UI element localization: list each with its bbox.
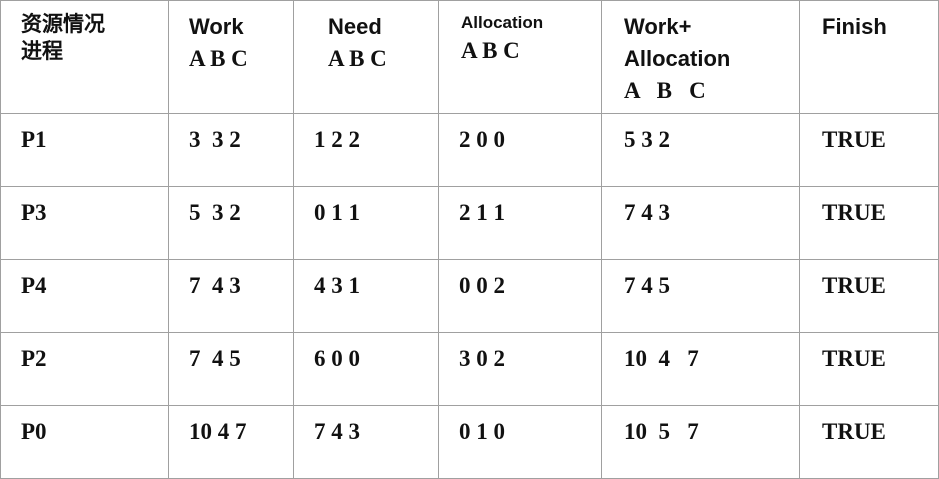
data-cell: 7 4 3 [601,186,800,260]
cell-text: P0 [21,419,47,444]
cell-text: TRUE [822,200,886,225]
cell-text: 3 0 2 [459,346,505,371]
data-cell: 0 1 0 [438,405,602,479]
cell-text: 5 3 2 [189,200,241,225]
cell-text: P1 [21,127,47,152]
data-cell: 2 1 1 [438,186,602,260]
header-text: 资源情况 [21,12,105,36]
cell-text: 10 5 7 [624,419,699,444]
cell-text: 6 0 0 [314,346,360,371]
data-cell: TRUE [799,405,939,479]
header-text: Finish [822,14,887,39]
data-cell: 2 0 0 [438,113,602,187]
data-row: P2 7 4 5 6 0 0 3 0 2 10 4 7 TRUE [0,332,939,406]
header-cell: Need A B C [293,0,439,114]
data-cell: 3 3 2 [168,113,294,187]
data-cell: 0 0 2 [438,259,602,333]
cell-text: TRUE [822,273,886,298]
header-text: A B C [189,46,248,71]
data-cell: 3 0 2 [438,332,602,406]
cell-text: 10 4 7 [189,419,247,444]
data-cell: 10 4 7 [601,332,800,406]
data-cell: TRUE [799,259,939,333]
cell-text: P2 [21,346,47,371]
cell-text: 3 3 2 [189,127,241,152]
data-cell: P3 [0,186,169,260]
cell-text: P4 [21,273,47,298]
data-cell: 6 0 0 [293,332,439,406]
header-text: Allocation [624,46,731,71]
data-cell: P1 [0,113,169,187]
cell-text: 2 1 1 [459,200,505,225]
cell-text: P3 [21,200,47,225]
header-text: Work+ [624,14,692,39]
header-cell: Work+ Allocation A B C [601,0,800,114]
header-text: A B C [461,38,520,63]
header-text: A B C [624,78,706,103]
data-cell: 7 4 5 [601,259,800,333]
data-cell: 10 5 7 [601,405,800,479]
data-cell: 1 2 2 [293,113,439,187]
data-cell: 7 4 3 [293,405,439,479]
header-cell: Finish [799,0,939,114]
header-text: Work [189,14,244,39]
cell-text: 0 0 2 [459,273,505,298]
cell-text: 7 4 3 [624,200,670,225]
header-text: A B C [328,46,387,71]
cell-text: TRUE [822,127,886,152]
header-cell: Allocation A B C [438,0,602,114]
data-cell: 0 1 1 [293,186,439,260]
cell-text: 0 1 0 [459,419,505,444]
data-cell: P2 [0,332,169,406]
data-cell: P4 [0,259,169,333]
data-cell: 5 3 2 [168,186,294,260]
data-cell: TRUE [799,113,939,187]
header-text: Allocation [461,13,544,32]
data-row: P4 7 4 3 4 3 1 0 0 2 7 4 5 TRUE [0,259,939,333]
cell-text: 7 4 5 [189,346,241,371]
data-row: P0 10 4 7 7 4 3 0 1 0 10 5 7 TRUE [0,405,939,479]
data-cell: 5 3 2 [601,113,800,187]
header-cell: Work A B C [168,0,294,114]
data-cell: 10 4 7 [168,405,294,479]
cell-text: 5 3 2 [624,127,670,152]
header-text: 进程 [21,39,63,63]
data-cell: 7 4 5 [168,332,294,406]
cell-text: TRUE [822,419,886,444]
cell-text: 2 0 0 [459,127,505,152]
data-cell: TRUE [799,186,939,260]
cell-text: 0 1 1 [314,200,360,225]
data-row: P3 5 3 2 0 1 1 2 1 1 7 4 3 TRUE [0,186,939,260]
cell-text: 7 4 5 [624,273,670,298]
cell-text: 7 4 3 [314,419,360,444]
data-cell: 7 4 3 [168,259,294,333]
data-cell: TRUE [799,332,939,406]
data-row: P1 3 3 2 1 2 2 2 0 0 5 3 2 TRUE [0,113,939,187]
cell-text: 1 2 2 [314,127,360,152]
cell-text: 4 3 1 [314,273,360,298]
header-cell: 资源情况 进程 [0,0,169,114]
cell-text: 7 4 3 [189,273,241,298]
header-text: Need [328,14,382,39]
cell-text: TRUE [822,346,886,371]
data-cell: P0 [0,405,169,479]
cell-text: 10 4 7 [624,346,699,371]
data-cell: 4 3 1 [293,259,439,333]
